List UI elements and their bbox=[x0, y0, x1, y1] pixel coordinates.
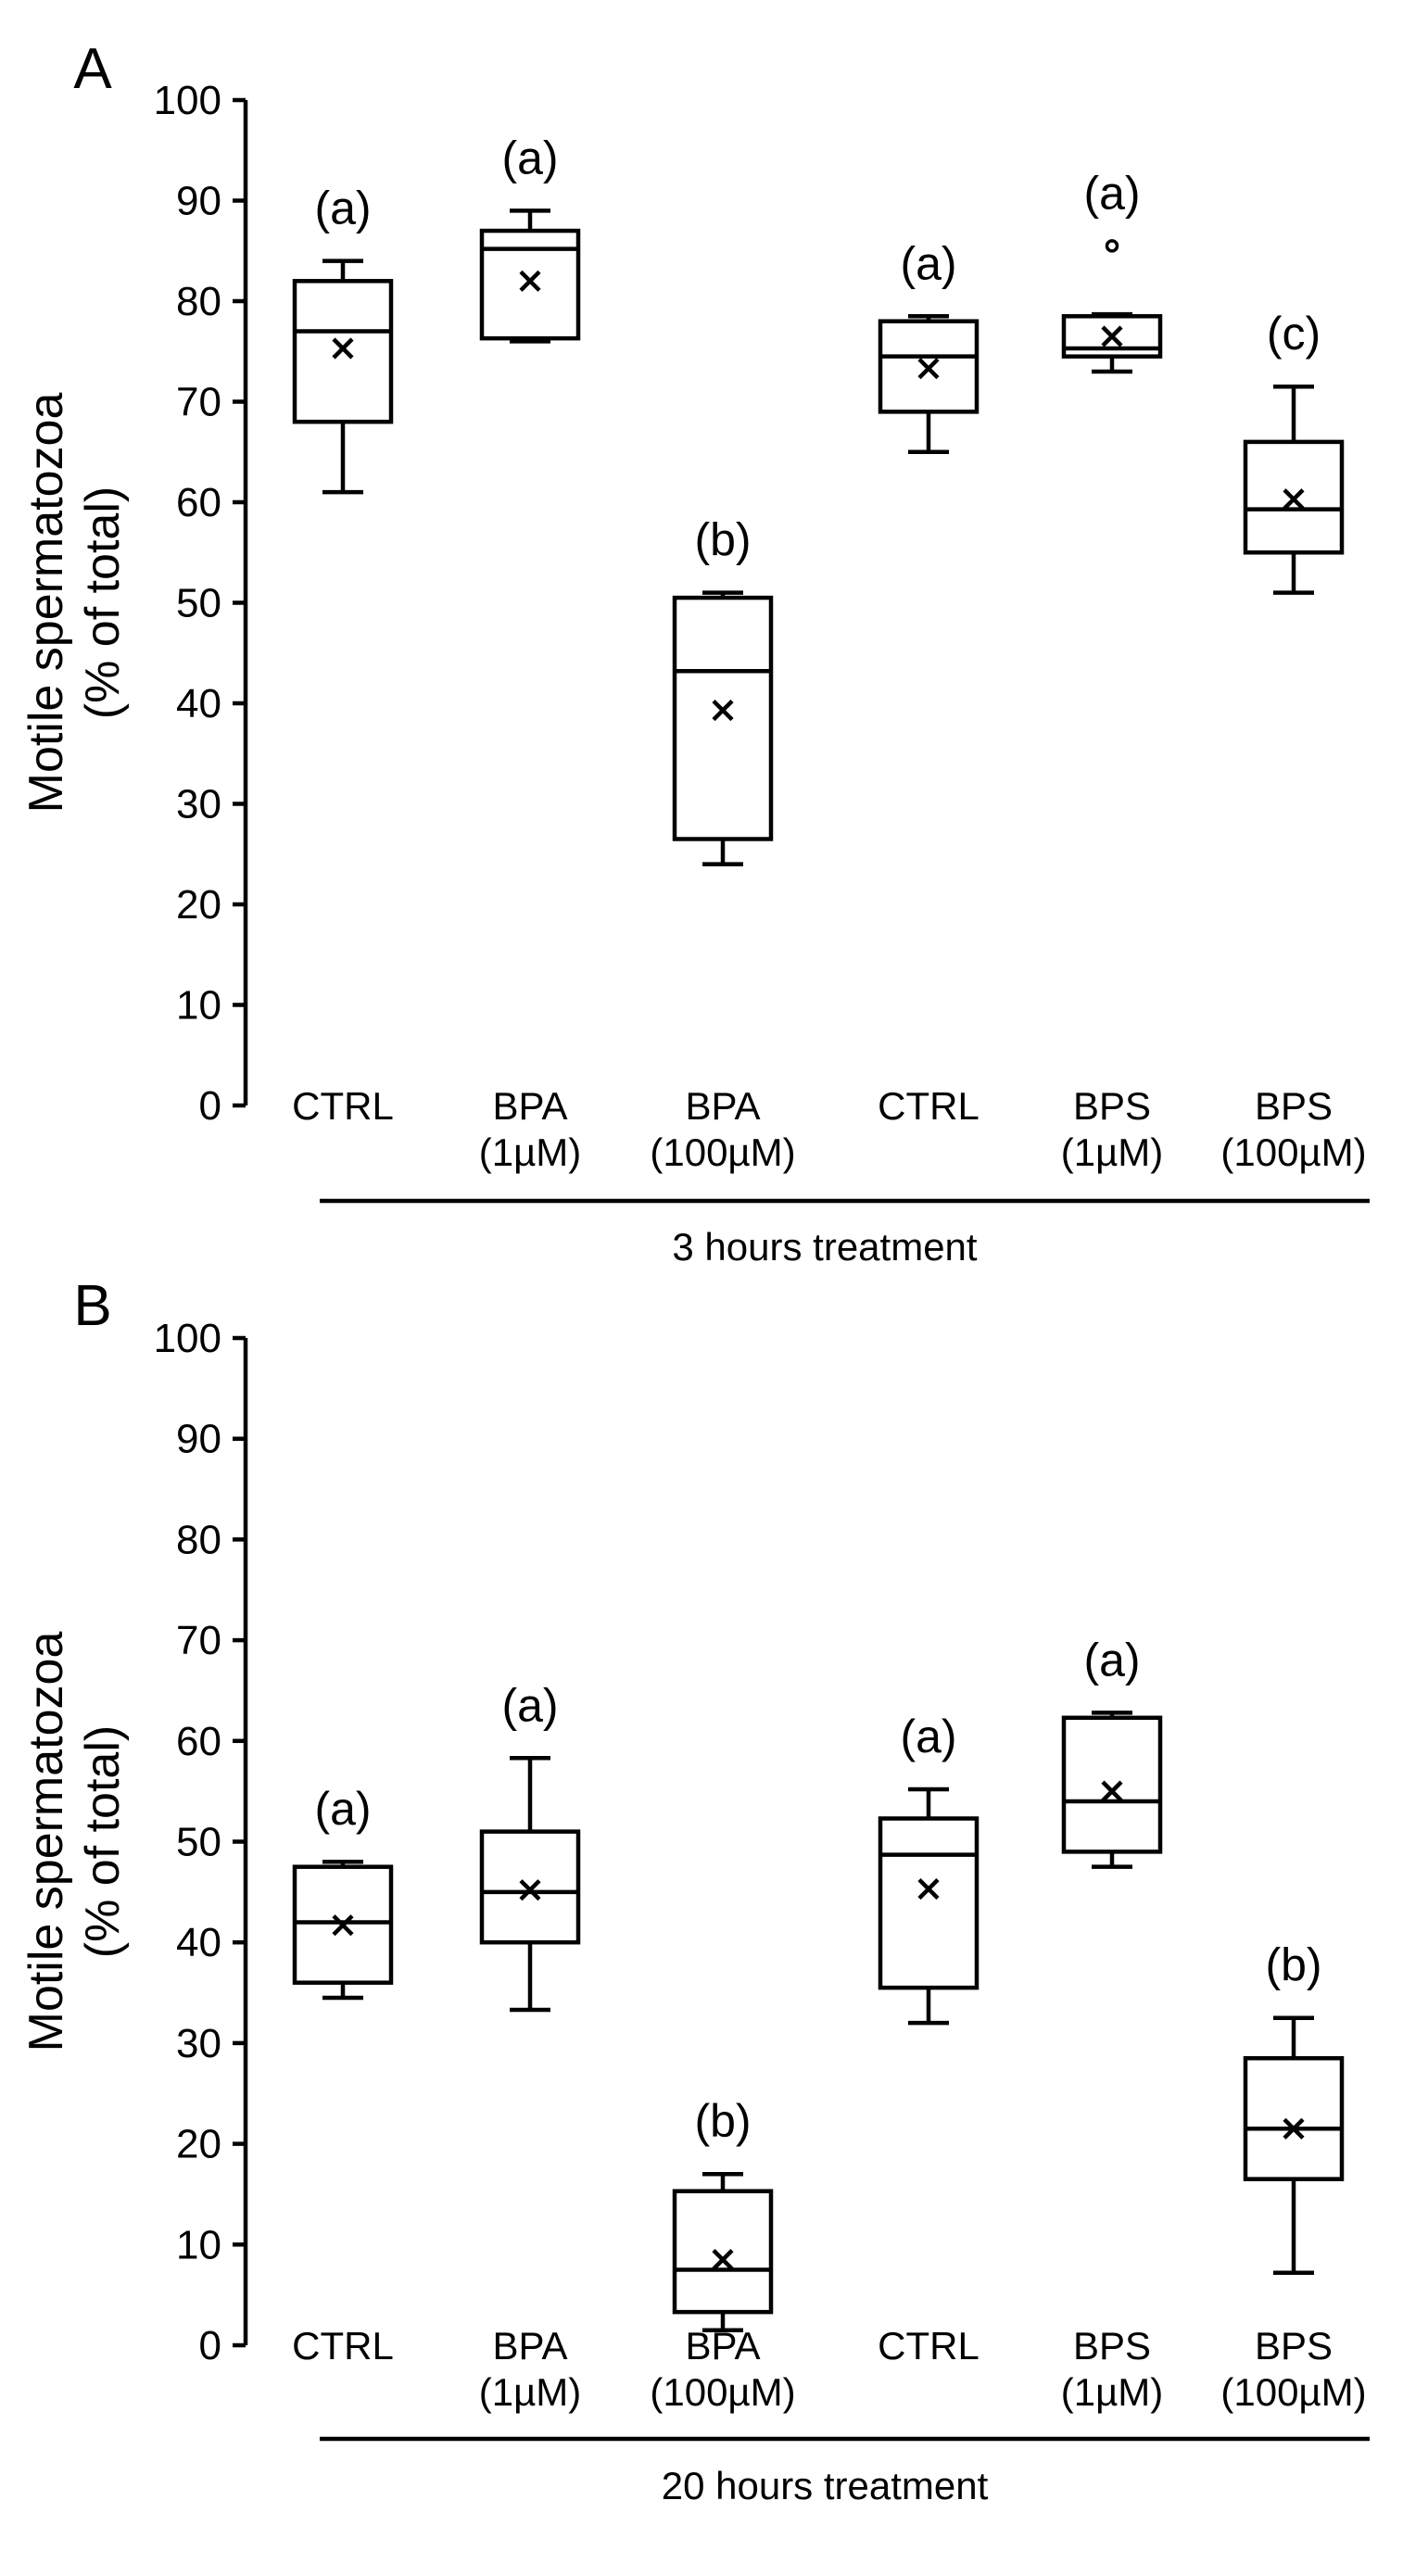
significance-label: (c) bbox=[1267, 308, 1321, 360]
y-tick-label: 70 bbox=[176, 380, 221, 425]
y-tick-label: 0 bbox=[199, 2323, 221, 2368]
box-group: (a) BPA(1µM) bbox=[479, 132, 582, 1174]
significance-label: (a) bbox=[314, 1783, 371, 1835]
treatment-label: 20 hours treatment bbox=[662, 2464, 989, 2507]
significance-label: (a) bbox=[1083, 167, 1140, 219]
iqr-box bbox=[878, 1816, 980, 1990]
iqr-box bbox=[672, 2189, 774, 2315]
mean-marker bbox=[519, 1879, 541, 1901]
mean-marker bbox=[1101, 1780, 1123, 1802]
y-tick-label: 10 bbox=[176, 983, 221, 1029]
y-tick-label: 100 bbox=[154, 78, 221, 123]
category-label: (1µM) bbox=[479, 1130, 582, 1174]
category-label: BPS bbox=[1073, 1084, 1151, 1128]
y-axis-label: (% of total) bbox=[76, 1725, 130, 1958]
significance-label: (a) bbox=[314, 183, 371, 234]
category-label: (100µM) bbox=[650, 2370, 795, 2414]
iqr-box bbox=[672, 595, 774, 841]
y-tick-label: 90 bbox=[176, 1417, 221, 1462]
y-tick-label: 40 bbox=[176, 1920, 221, 1965]
treatment-label: 3 hours treatment bbox=[672, 1225, 978, 1269]
box-group: (a) CTRL bbox=[878, 1711, 980, 2368]
significance-label: (b) bbox=[694, 2095, 751, 2147]
category-label: BPS bbox=[1255, 1084, 1333, 1128]
y-tick-label: 80 bbox=[176, 1517, 221, 1562]
y-tick-label: 30 bbox=[176, 2021, 221, 2066]
box-group: (b) BPA(100µM) bbox=[650, 2095, 795, 2414]
y-tick-label: 60 bbox=[176, 1719, 221, 1764]
mean-marker bbox=[1283, 488, 1305, 511]
y-tick-label: 100 bbox=[154, 1316, 221, 1361]
y-tick-label: 60 bbox=[176, 480, 221, 525]
iqr-box bbox=[1243, 2055, 1345, 2181]
mean-marker bbox=[332, 337, 354, 360]
significance-label: (a) bbox=[501, 132, 558, 183]
significance-label: (a) bbox=[1083, 1634, 1140, 1686]
category-label: BPS bbox=[1255, 2324, 1333, 2368]
category-label: (1µM) bbox=[1061, 2370, 1164, 2414]
mean-marker bbox=[1283, 2117, 1305, 2140]
box-group: (b) BPS(100µM) bbox=[1220, 1939, 1366, 2414]
y-tick-label: 90 bbox=[176, 179, 221, 224]
category-label: (1µM) bbox=[479, 2370, 582, 2414]
category-label: BPA bbox=[493, 2324, 568, 2368]
iqr-box bbox=[479, 1829, 581, 1945]
category-label: (100µM) bbox=[1220, 1130, 1366, 1174]
box-group: (a) BPS(1µM) bbox=[1061, 167, 1164, 1174]
mean-marker bbox=[332, 1914, 354, 1937]
significance-label: (b) bbox=[694, 514, 751, 566]
y-axis-label: Motile spermatozoa bbox=[19, 393, 73, 814]
y-tick-label: 50 bbox=[176, 581, 221, 626]
panel-B: B 0 10 20 30 40 50 60 70 80 90 100 Motile spermatozo… bbox=[19, 1274, 1370, 2507]
y-tick-label: 20 bbox=[176, 2122, 221, 2167]
category-label: BPA bbox=[686, 2324, 761, 2368]
category-label: (1µM) bbox=[1061, 1130, 1164, 1174]
box-group: (a) BPS(1µM) bbox=[1061, 1634, 1164, 2414]
mean-marker bbox=[917, 358, 940, 380]
panel-label: B bbox=[73, 1274, 111, 1338]
y-tick-label: 10 bbox=[176, 2222, 221, 2267]
panel-A: A 0 10 20 30 40 50 60 70 80 90 100 Motile spermatozo… bbox=[19, 37, 1370, 1269]
mean-marker bbox=[917, 1877, 940, 1900]
y-tick-label: 20 bbox=[176, 882, 221, 928]
category-label: (100µM) bbox=[650, 1130, 795, 1174]
y-axis-label: Motile spermatozoa bbox=[19, 1632, 73, 2052]
mean-marker bbox=[519, 270, 541, 292]
significance-label: (a) bbox=[900, 1711, 956, 1762]
mean-marker bbox=[1101, 325, 1123, 347]
y-tick-label: 70 bbox=[176, 1618, 221, 1663]
mean-marker bbox=[712, 700, 734, 722]
box-group: (a) BPA(1µM) bbox=[479, 1679, 582, 2414]
panel-label: A bbox=[73, 37, 112, 101]
significance-label: (a) bbox=[501, 1679, 558, 1731]
y-tick-label: 80 bbox=[176, 279, 221, 324]
significance-label: (a) bbox=[900, 237, 956, 289]
category-label: CTRL bbox=[292, 1084, 394, 1128]
box-group: (a) CTRL bbox=[292, 183, 394, 1128]
category-label: CTRL bbox=[292, 2324, 394, 2368]
iqr-box bbox=[292, 279, 394, 424]
box-group: (a) CTRL bbox=[878, 237, 980, 1128]
category-label: BPS bbox=[1073, 2324, 1151, 2368]
category-label: BPA bbox=[493, 1084, 568, 1128]
category-label: CTRL bbox=[878, 2324, 980, 2368]
y-tick-label: 0 bbox=[199, 1083, 221, 1129]
box-group: (a) CTRL bbox=[292, 1783, 394, 2368]
box-group: (c) BPS(100µM) bbox=[1220, 308, 1366, 1174]
mean-marker bbox=[712, 2249, 734, 2271]
category-label: BPA bbox=[686, 1084, 761, 1128]
y-tick-label: 40 bbox=[176, 681, 221, 726]
significance-label: (b) bbox=[1265, 1939, 1321, 1991]
box-group: (b) BPA(100µM) bbox=[650, 514, 795, 1174]
outlier-point bbox=[1105, 239, 1119, 253]
y-tick-label: 30 bbox=[176, 782, 221, 827]
iqr-box bbox=[1061, 1715, 1163, 1854]
category-label: CTRL bbox=[878, 1084, 980, 1128]
y-axis-label: (% of total) bbox=[76, 486, 130, 719]
category-label: (100µM) bbox=[1220, 2370, 1366, 2414]
y-tick-label: 50 bbox=[176, 1820, 221, 1865]
